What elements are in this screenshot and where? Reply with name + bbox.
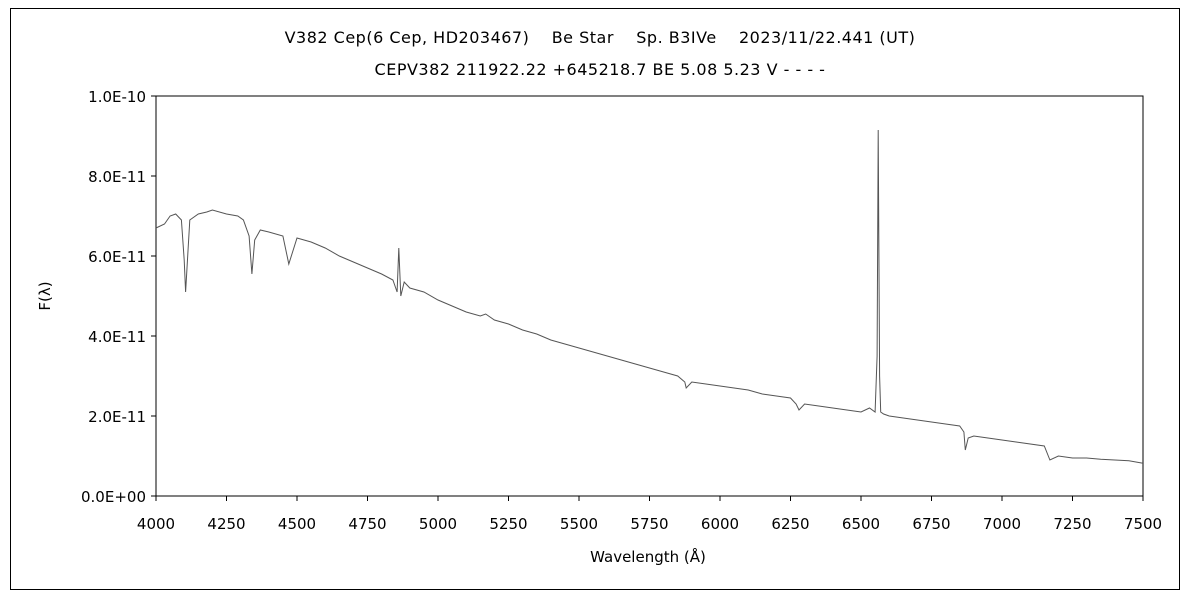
x-tick-label: 5750: [630, 515, 668, 533]
y-tick-label: 2.0E-11: [88, 408, 146, 426]
x-tick-label: 4000: [137, 515, 175, 533]
x-tick-label: 6500: [842, 515, 880, 533]
x-tick-label: 4750: [348, 515, 386, 533]
y-axis-label: F(λ): [36, 281, 54, 310]
x-tick-label: 4250: [207, 515, 245, 533]
y-tick-label: 8.0E-11: [88, 168, 146, 186]
spectrum-line: [155, 129, 1144, 464]
x-tick-label: 7500: [1124, 515, 1162, 533]
x-tick-label: 7250: [1053, 515, 1091, 533]
x-tick-label: 4500: [278, 515, 316, 533]
y-tick-label: 6.0E-11: [88, 248, 146, 266]
chart-title: V382 Cep(6 Cep, HD203467) Be Star Sp. B3…: [284, 28, 916, 47]
x-tick-label: 6000: [701, 515, 739, 533]
y-tick-label: 1.0E-10: [88, 88, 146, 106]
x-tick-label: 6250: [771, 515, 809, 533]
y-tick-label: 0.0E+00: [81, 488, 146, 506]
x-tick-label: 5250: [489, 515, 527, 533]
x-tick-label: 6750: [912, 515, 950, 533]
x-tick-label: 7000: [983, 515, 1021, 533]
chart-subtitle: CEPV382 211922.22 +645218.7 BE 5.08 5.23…: [374, 60, 826, 79]
x-axis-label: Wavelength (Å): [590, 547, 706, 566]
x-tick-label: 5000: [419, 515, 457, 533]
y-tick-label: 4.0E-11: [88, 328, 146, 346]
x-tick-label: 5500: [560, 515, 598, 533]
plot-area: [155, 95, 1144, 497]
chart-frame: [10, 8, 1180, 590]
